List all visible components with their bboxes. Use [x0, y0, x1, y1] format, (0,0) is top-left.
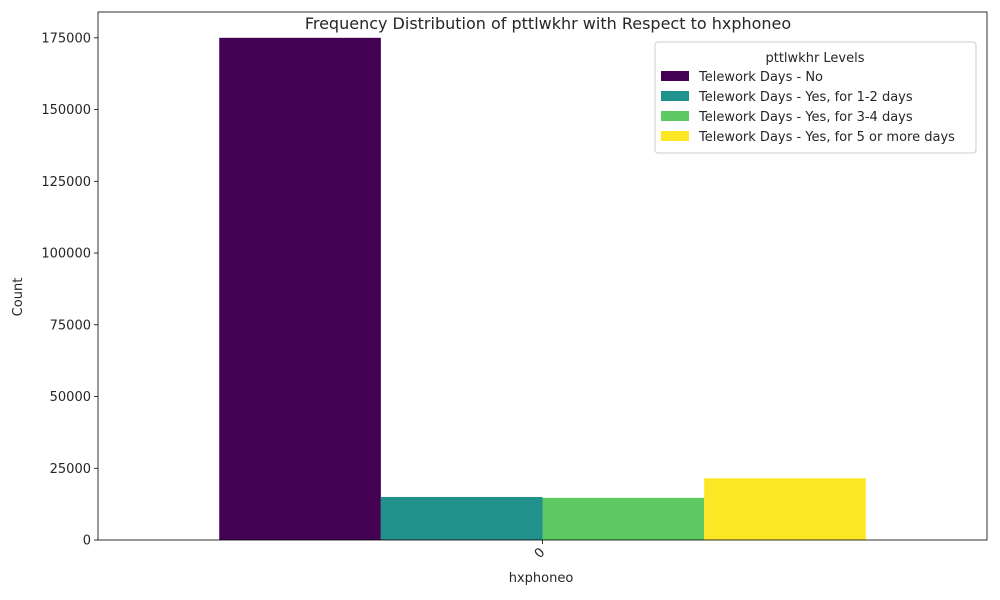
chart-title: Frequency Distribution of pttlwkhr with …: [305, 14, 791, 33]
y-tick-label: 25000: [50, 462, 91, 477]
x-axis-label: hxphoneo: [509, 571, 574, 586]
plot-frame: [97, 11, 988, 541]
legend-entry-label: Telework Days - Yes, for 3-4 days: [698, 110, 913, 125]
y-tick-label: 100000: [41, 247, 91, 262]
y-tick-label: 50000: [50, 390, 91, 405]
legend-entry-label: Telework Days - No: [698, 70, 823, 85]
legend: pttlwkhr Levels Telework Days - No Telewo…: [654, 41, 977, 154]
legend-title: pttlwkhr Levels: [765, 51, 864, 66]
legend-swatch: [661, 71, 689, 81]
y-tick-label: 125000: [41, 175, 91, 190]
legend-swatch: [661, 91, 689, 101]
y-axis: 0 25000 50000 75000 100000 125000 150000 175000: [41, 31, 98, 549]
y-tick-label: 150000: [41, 103, 91, 118]
legend-entry-label: Telework Days - Yes, for 1-2 days: [698, 90, 913, 105]
bar-series-3: [542, 497, 705, 540]
y-tick-label: 175000: [41, 31, 91, 46]
bar-series-4: [704, 478, 866, 540]
legend-swatch: [661, 131, 689, 141]
y-tick-label: 0: [83, 534, 91, 549]
bar-series-1: [219, 37, 381, 541]
y-tick-label: 75000: [50, 318, 91, 333]
y-axis-label: Count: [11, 278, 26, 317]
legend-entry-label: Telework Days - Yes, for 5 or more days: [698, 130, 955, 145]
bars: [219, 37, 866, 541]
bar-series-2: [380, 496, 543, 540]
legend-frame: [654, 41, 977, 154]
legend-swatch: [661, 111, 689, 121]
